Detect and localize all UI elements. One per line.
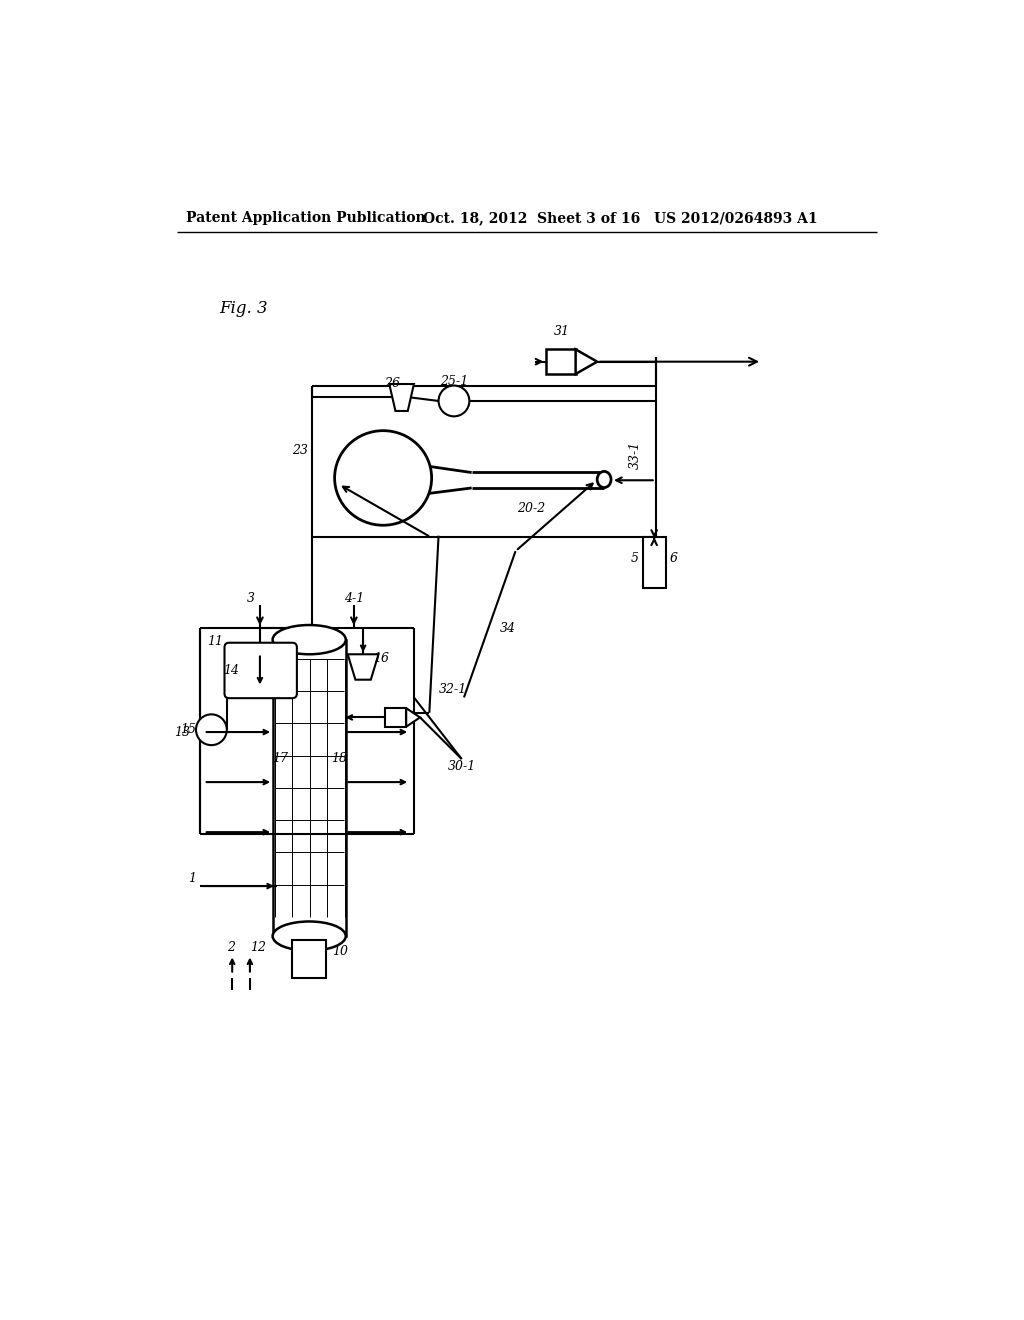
Ellipse shape (335, 430, 432, 525)
Ellipse shape (272, 921, 346, 950)
Text: 34: 34 (500, 622, 516, 635)
Bar (643, 537, 666, 589)
Text: 4-1: 4-1 (344, 593, 364, 606)
Text: 32-1: 32-1 (438, 684, 467, 696)
Polygon shape (389, 384, 414, 411)
Text: 5: 5 (631, 552, 639, 565)
Text: 13: 13 (175, 726, 190, 739)
Bar (385, 708, 407, 726)
Ellipse shape (272, 626, 346, 655)
Text: Oct. 18, 2012  Sheet 3 of 16: Oct. 18, 2012 Sheet 3 of 16 (423, 211, 640, 226)
Text: 12: 12 (250, 941, 266, 954)
Polygon shape (348, 655, 379, 680)
Bar (273, 640, 346, 936)
Text: 6: 6 (670, 552, 678, 565)
Polygon shape (575, 350, 597, 374)
Text: 3: 3 (248, 593, 255, 606)
Text: 17: 17 (271, 752, 288, 766)
Text: 2: 2 (226, 941, 234, 954)
Circle shape (196, 714, 226, 744)
Text: 1: 1 (188, 871, 196, 884)
Text: 20-2: 20-2 (517, 502, 545, 515)
Text: 18: 18 (331, 752, 347, 766)
Text: 26: 26 (384, 376, 400, 389)
Text: 14: 14 (223, 664, 239, 677)
Text: Fig. 3: Fig. 3 (219, 300, 267, 317)
Text: 15: 15 (180, 723, 196, 737)
Text: 10: 10 (333, 945, 348, 958)
FancyBboxPatch shape (224, 643, 297, 698)
Ellipse shape (597, 471, 611, 487)
Bar (292, 940, 326, 978)
Bar (547, 350, 575, 374)
Text: 25-1: 25-1 (440, 375, 468, 388)
Text: 23: 23 (292, 445, 308, 458)
Text: Patent Application Publication: Patent Application Publication (186, 211, 426, 226)
Circle shape (438, 385, 469, 416)
Text: US 2012/0264893 A1: US 2012/0264893 A1 (654, 211, 818, 226)
Text: 30-1: 30-1 (447, 760, 476, 774)
Text: 11: 11 (207, 635, 223, 648)
Text: 33-1: 33-1 (629, 441, 641, 469)
Text: 31: 31 (554, 325, 569, 338)
Text: 16: 16 (373, 652, 389, 665)
Polygon shape (407, 708, 420, 726)
